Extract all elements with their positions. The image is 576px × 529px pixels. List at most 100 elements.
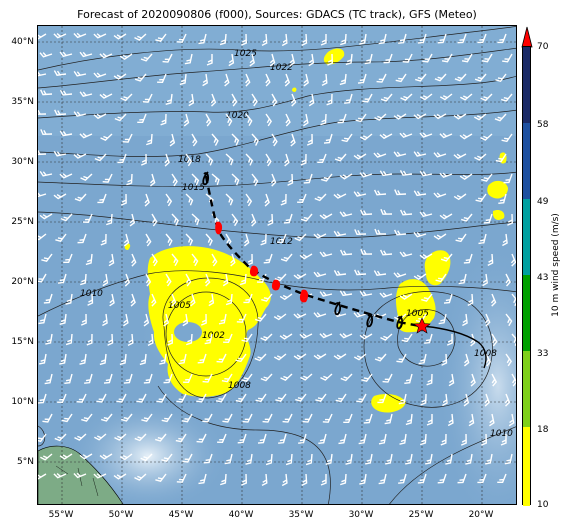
wind-barb-icon — [319, 291, 333, 297]
wind-barb-icon — [378, 33, 387, 45]
wind-barb-icon — [141, 413, 153, 422]
wind-barb-icon — [420, 433, 427, 446]
wind-barb-icon — [420, 393, 427, 406]
wind-barb-icon — [437, 473, 447, 484]
wind-barb-icon — [443, 293, 453, 304]
colorbar-tick: 18 — [537, 425, 549, 435]
isobars — [38, 26, 516, 504]
wind-barb-icon — [319, 332, 333, 339]
wind-barb-icon — [298, 433, 307, 444]
wind-barb-icon — [117, 153, 127, 164]
wind-barb-icon — [379, 170, 393, 177]
wind-barb-icon — [461, 53, 473, 63]
hurricane-symbol-icon[interactable] — [215, 221, 309, 303]
wind-barb-icon — [399, 132, 413, 139]
wind-barb-icon — [53, 473, 67, 479]
wind-barb-icon — [463, 353, 470, 367]
wind-barb-icon — [223, 333, 233, 343]
wind-barb-icon — [345, 53, 353, 66]
wind-barb-icon — [399, 209, 413, 216]
wind-barb-icon — [339, 249, 353, 256]
map-canvas[interactable]: 1025 1022 1020 1018 1015 1012 1010 1005 … — [37, 25, 517, 505]
wind-barb-icon — [487, 253, 494, 266]
wind-barb-icon — [478, 233, 487, 245]
lon-label: 50°W — [108, 510, 134, 520]
wind-barb-icon — [376, 73, 387, 83]
wind-barb-icon — [216, 353, 227, 363]
wind-barb-icon — [489, 413, 495, 427]
wind-barb-icon — [190, 293, 196, 307]
wind-barb-icon — [41, 253, 53, 262]
wind-barb-icon — [80, 273, 87, 286]
wind-barb-icon — [353, 191, 367, 197]
wind-barb-icon — [139, 353, 147, 366]
wind-barb-icon — [261, 33, 268, 47]
wind-barb-icon — [435, 273, 447, 283]
wind-barb-icon — [313, 312, 327, 318]
wind-barb-icon — [419, 170, 433, 177]
wind-barb-icon — [222, 413, 233, 423]
wind-barb-icon — [300, 153, 307, 166]
wind-barb-icon — [498, 193, 507, 205]
wind-barb-icon — [505, 353, 513, 367]
wind-barb-icon — [54, 433, 67, 442]
wind-barb-icon — [419, 132, 433, 138]
isobar-label: 1010 — [80, 289, 103, 299]
wind-barb-icon — [355, 113, 367, 123]
wind-barb-icon — [235, 353, 247, 363]
wind-barb-icon — [123, 233, 130, 247]
wind-barb-icon — [191, 253, 199, 267]
wind-barb-icon — [433, 192, 447, 198]
wind-barb-icon — [448, 373, 455, 387]
wind-barb-icon — [159, 353, 167, 365]
lon-label: 40°W — [228, 510, 254, 520]
wind-barb-icon — [413, 273, 427, 281]
wind-barb-icon — [353, 353, 367, 361]
wind-barb-icon — [494, 113, 507, 122]
wind-barb-icon — [57, 393, 67, 403]
wind-barb-icon — [191, 213, 200, 226]
wind-barb-icon — [274, 273, 287, 282]
wind-barb-icon — [116, 393, 127, 403]
wind-barb-icon — [151, 293, 157, 307]
wind-barb-icon — [79, 91, 93, 97]
wind-barb-icon — [119, 353, 127, 366]
wind-barb-icon — [465, 453, 473, 465]
wind-barb-icon — [281, 33, 288, 47]
wind-barb-icon — [265, 73, 271, 87]
wind-barb-icon — [353, 312, 367, 318]
wind-barb-icon — [242, 413, 253, 423]
wind-barb-icon — [102, 273, 109, 287]
wind-barb-icon — [508, 413, 515, 427]
wind-barb-icon — [404, 373, 413, 385]
wind-barb-icon — [441, 353, 448, 366]
wind-barb-icon — [511, 293, 516, 307]
wind-barb-icon — [440, 253, 453, 262]
wind-barb-icon — [161, 413, 173, 423]
wind-barb-icon — [156, 393, 167, 403]
wind-barb-icon — [188, 93, 195, 107]
wind-barb-icon — [265, 113, 273, 127]
wind-barb-icon — [99, 453, 113, 460]
wind-barb-icon — [64, 373, 73, 385]
wind-barb-icon — [480, 93, 493, 102]
current-position-star-icon[interactable] — [413, 317, 431, 334]
wind-barb-icon — [231, 93, 238, 107]
wind-barb-icon — [251, 173, 259, 187]
wind-barb-icon — [63, 253, 73, 264]
wind-barb-icon — [245, 73, 251, 87]
wind-barb-icon — [398, 33, 407, 44]
wind-barb-icon — [459, 133, 473, 140]
wind-barb-icon — [373, 152, 387, 158]
wind-barb-icon — [96, 393, 107, 403]
wind-barb-icon — [162, 53, 173, 63]
wind-barb-icon — [171, 213, 179, 226]
wind-barb-icon — [481, 433, 488, 446]
wind-barb-icon — [73, 472, 87, 479]
wind-barb-icon — [205, 113, 212, 127]
wind-barb-icon — [53, 193, 67, 200]
wind-barb-icon — [113, 33, 127, 40]
wind-barb-icon — [38, 393, 47, 404]
wind-barb-icon — [441, 53, 453, 63]
wind-barb-icon — [282, 413, 293, 423]
